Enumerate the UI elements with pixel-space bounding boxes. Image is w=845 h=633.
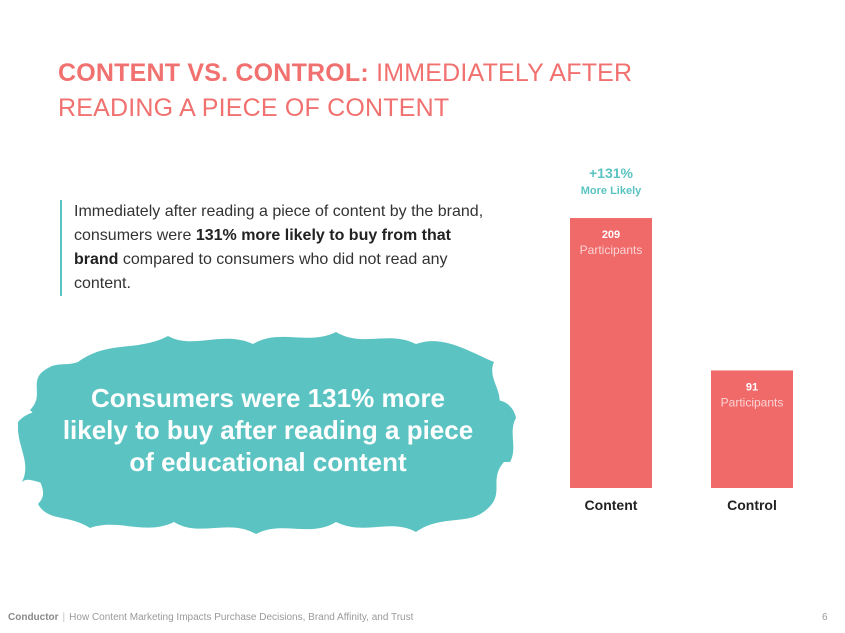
quote-part2: compared to consumers who did not read a… xyxy=(74,251,448,292)
footer-text: How Content Marketing Impacts Purchase D… xyxy=(69,612,414,623)
bar-control xyxy=(711,370,793,488)
bars-group: 209 Participants Content 91 Participants Cont… xyxy=(570,218,793,513)
footer-brand: Conductor xyxy=(8,612,59,623)
highlight-text: Consumers were 131% more likely to buy a… xyxy=(62,383,474,477)
bar-value-label: 91 xyxy=(746,381,758,393)
footer-separator: | xyxy=(62,612,66,623)
page-title-rest: IMMEDIATELY AFTER READING A PIECE OF CON… xyxy=(58,59,633,122)
quote-part1: Immediately after reading a piece of con… xyxy=(74,203,484,244)
bar-sublabel: Participants xyxy=(580,243,643,257)
page-title: CONTENT VS. CONTROL: IMMEDIATELY AFTER R… xyxy=(58,56,698,126)
bar-content xyxy=(570,218,652,488)
category-label: Content xyxy=(585,497,638,513)
highlight-callout: Consumers were 131% more likely to buy a… xyxy=(18,322,518,547)
category-label: Control xyxy=(727,497,777,513)
page-number: 6 xyxy=(822,612,828,623)
brush-stroke-shape xyxy=(18,332,516,534)
summary-quote: Immediately after reading a piece of con… xyxy=(60,200,494,296)
annotation-value: +131% xyxy=(589,165,634,181)
annotation-label: More Likely xyxy=(581,185,642,197)
footer: Conductor | How Content Marketing Impacts … xyxy=(8,612,413,623)
quote-bold: 131% more likely to buy from that brand xyxy=(74,227,452,268)
bar-value-label: 209 xyxy=(602,229,620,241)
page-title-bold: CONTENT VS. CONTROL: xyxy=(58,59,369,87)
bar-sublabel: Participants xyxy=(721,395,784,409)
bar-chart: +131% More Likely 209 Participants Content… xyxy=(570,165,793,513)
